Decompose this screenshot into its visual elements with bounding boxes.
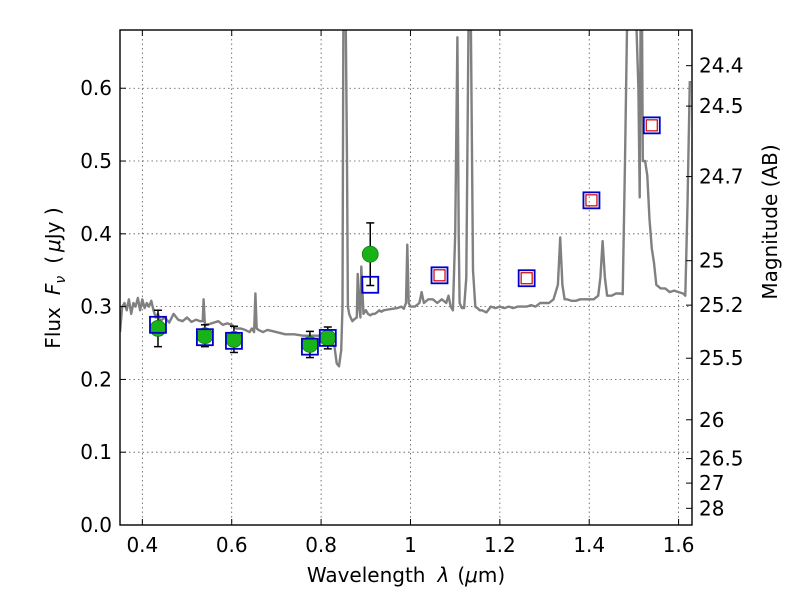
y2-tick-label: 24.4 xyxy=(699,54,744,78)
y2-tick-label: 26 xyxy=(699,408,724,432)
model-spectrum xyxy=(120,30,691,368)
y-tick-label: 0.5 xyxy=(80,149,112,173)
model-photometry-boxes xyxy=(149,116,661,356)
model-photometry-inner-box xyxy=(433,269,446,282)
y2-tick-label: 24.5 xyxy=(699,94,744,118)
model-photometry-inner-box xyxy=(645,119,658,132)
observed-point xyxy=(149,320,167,337)
axis-ticks: 0.4 0.6 0.8 1 1.2 1.4 1.6 0.0 0.1 0.2 0.3 0.4 0.5 0.6… xyxy=(80,30,744,557)
y-tick-label: 0.1 xyxy=(80,440,112,464)
model-photometry-box xyxy=(361,275,380,294)
y2-tick-label: 25.5 xyxy=(699,346,744,370)
y2-tick-label: 25.2 xyxy=(699,293,744,317)
x-tick-label: 1.6 xyxy=(663,533,695,557)
y2-axis-label: Magnitude (AB) xyxy=(758,144,782,299)
model-spectrum-line xyxy=(120,30,691,368)
x-tick-label: 0.4 xyxy=(126,533,158,557)
gridlines xyxy=(120,30,692,526)
model-photometry-box xyxy=(301,337,319,356)
model-photometry-box xyxy=(582,191,601,210)
model-photometry-box xyxy=(517,269,536,288)
plot-frame xyxy=(119,29,693,526)
y2-tick-label: 27 xyxy=(699,471,724,495)
model-photometry-box xyxy=(225,331,243,350)
model-photometry-inner-box xyxy=(585,194,598,207)
y-tick-label: 0.2 xyxy=(80,367,112,391)
y2-tick-label: 26.5 xyxy=(699,447,744,471)
y-tick-label: 0.4 xyxy=(80,222,112,246)
observed-point xyxy=(319,329,337,347)
y2-tick-label: 24.7 xyxy=(699,165,744,189)
model-photometry-inner-box xyxy=(520,272,533,285)
observed-point xyxy=(196,327,214,345)
y-axis-label: FluxFν(μJy ) xyxy=(41,207,69,348)
x-tick-label: 1 xyxy=(404,533,417,557)
model-photometry-box xyxy=(196,328,214,347)
observed-point xyxy=(225,330,243,348)
model-photometry-box xyxy=(642,116,661,135)
y2-tick-label: 25 xyxy=(699,249,724,273)
model-photometry-box xyxy=(430,266,449,285)
y-tick-label: 0.6 xyxy=(80,76,112,100)
model-photometry-box xyxy=(149,315,167,334)
observed-photometry-points xyxy=(149,245,379,353)
y2-tick-label: 28 xyxy=(699,496,724,520)
y-tick-label: 0.0 xyxy=(80,513,112,537)
x-tick-label: 1.4 xyxy=(573,533,605,557)
x-tick-label: 0.6 xyxy=(216,533,248,557)
observed-point xyxy=(361,245,379,263)
model-photometry-box xyxy=(318,329,337,347)
x-tick-label: 1.2 xyxy=(484,533,516,557)
x-tick-label: 0.8 xyxy=(305,533,337,557)
x-axis-label: Wavelength λ (μm) xyxy=(307,563,505,587)
y-tick-label: 0.3 xyxy=(80,295,112,319)
